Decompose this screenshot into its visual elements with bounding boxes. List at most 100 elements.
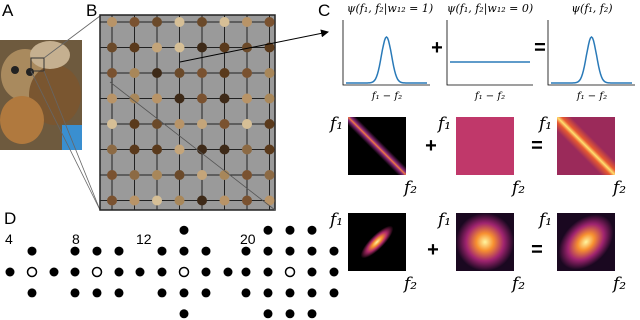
pixel (129, 144, 140, 155)
pixel (152, 93, 162, 104)
x-label: f₂ (510, 178, 525, 198)
pixel (174, 144, 185, 155)
x-label: f₂ (611, 274, 626, 294)
pixel (197, 68, 207, 78)
pixel (197, 144, 207, 155)
center-pixel (26, 266, 38, 278)
neighbor (285, 288, 295, 298)
neighbor (92, 246, 102, 256)
neighbor (114, 246, 124, 256)
neighbor (114, 267, 124, 277)
heatmap (348, 117, 406, 175)
neighbor (201, 288, 211, 298)
neighbor (307, 267, 317, 277)
pixel (197, 93, 207, 104)
neighbor (5, 267, 15, 277)
equals: = (531, 239, 543, 261)
panel-label: B (86, 1, 97, 20)
axes (446, 20, 533, 86)
plus: + (427, 239, 439, 261)
pixel (129, 17, 140, 27)
neighbor (263, 225, 273, 235)
panel-label: A (2, 1, 14, 20)
pixel (107, 93, 117, 104)
pixel (174, 170, 185, 180)
pixel (219, 17, 230, 27)
pixel (197, 17, 207, 27)
neighbor (263, 246, 273, 256)
pixel (152, 144, 162, 155)
x-label: f₂ (402, 274, 417, 294)
axes (342, 20, 430, 86)
pixel (107, 170, 117, 180)
plus: + (425, 135, 437, 157)
pixel (129, 68, 140, 78)
pixel (264, 17, 275, 27)
neighbor (70, 267, 80, 277)
neighborhood-size: 4 (5, 231, 13, 247)
pixel (174, 68, 185, 78)
pixel (219, 170, 230, 180)
pixel (264, 93, 275, 104)
neighbor (223, 267, 233, 277)
neighbor (263, 267, 273, 277)
pixel (174, 93, 185, 104)
pixel (242, 170, 252, 180)
neighbor (70, 288, 80, 298)
y-label: f₁ (537, 210, 552, 230)
neighbor (157, 288, 167, 298)
x-label: f₂ (402, 178, 417, 198)
heatmap-blob (360, 225, 394, 259)
pixel (219, 195, 230, 206)
plus: + (431, 37, 443, 59)
y-label: f₁ (328, 210, 343, 230)
x-label: f₁ − f₂ (576, 91, 607, 102)
y-label: f₁ (328, 114, 343, 134)
neighbor (285, 246, 295, 256)
neighbor (49, 267, 59, 277)
axes (547, 20, 635, 86)
neighbor (285, 309, 295, 319)
pixel (197, 195, 207, 206)
pixel (219, 68, 230, 78)
pixel (174, 42, 185, 53)
neighbor (307, 246, 317, 256)
pixel (264, 170, 275, 180)
pixel (152, 170, 162, 180)
neighbor (307, 288, 317, 298)
neighborhood-size: 20 (240, 231, 256, 247)
pixel (264, 68, 275, 78)
pixel (219, 144, 230, 155)
neighbor (329, 288, 339, 298)
neighbor (329, 267, 339, 277)
pixel (152, 17, 162, 27)
arrow (179, 29, 329, 63)
pixel (264, 42, 275, 53)
neighbor (307, 309, 317, 319)
pixel (107, 42, 117, 53)
curve (551, 35, 632, 84)
neighbor (27, 246, 37, 256)
neighbor (135, 267, 145, 277)
pixel (242, 93, 252, 104)
y-label: f₁ (537, 114, 552, 134)
pixel (152, 119, 162, 129)
pixel (197, 170, 207, 180)
center-pixel (284, 266, 296, 278)
zoom-line (109, 81, 276, 211)
y-label: f₁ (436, 114, 451, 134)
pixel (242, 42, 252, 53)
x-label: f₁ − f₂ (474, 91, 505, 102)
pixel (152, 42, 162, 53)
plot-title: ψ(f₁, f₂) (571, 2, 612, 15)
neighbor (27, 288, 37, 298)
equals: = (531, 135, 543, 157)
plot-title: ψ(f₁, f₂|w₁₂ = 0) (447, 2, 533, 16)
pixel (107, 17, 117, 27)
pixel (107, 68, 117, 78)
center-pixel (178, 266, 190, 278)
pixel (242, 119, 252, 129)
pixel (174, 17, 185, 27)
heatmap (456, 117, 514, 175)
pixel (219, 119, 230, 129)
